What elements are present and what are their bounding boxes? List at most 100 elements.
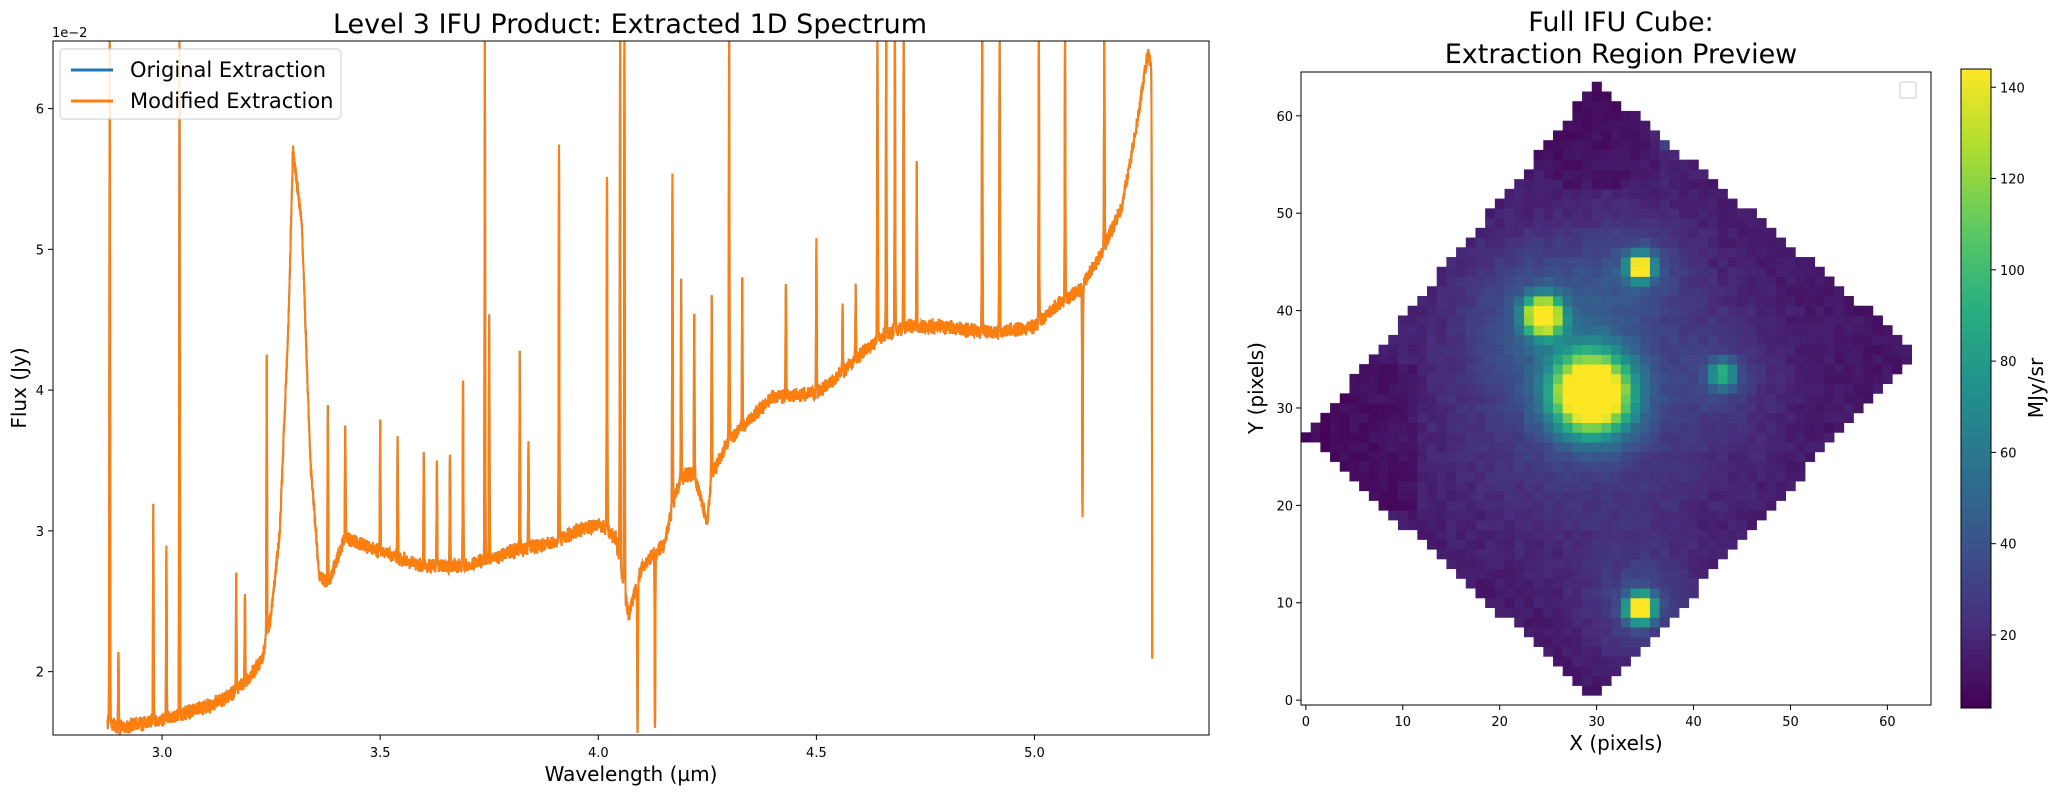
ifu-pixel	[1543, 519, 1554, 531]
ifu-pixel	[1582, 295, 1593, 307]
ifu-pixel	[1417, 315, 1428, 326]
ifu-pixel	[1446, 471, 1457, 482]
ifu-pixel	[1834, 403, 1845, 414]
ifu-pixel	[1553, 568, 1564, 579]
ifu-pixel	[1591, 237, 1602, 248]
ifu-pixel	[1805, 393, 1816, 404]
ifu-pixel	[1805, 295, 1816, 307]
ifu-pixel	[1533, 198, 1544, 209]
ifu-pixel	[1824, 305, 1835, 316]
ifu-pixel	[1436, 334, 1447, 346]
ifu-pixel	[1630, 110, 1641, 122]
ifu-pixel	[1572, 218, 1583, 229]
ifu-pixel	[1465, 364, 1476, 375]
ifu-pixel	[1465, 334, 1476, 346]
ifu-pixel	[1611, 315, 1622, 326]
ifu-pixel	[1756, 247, 1767, 258]
ifu-pixel	[1688, 179, 1699, 190]
ifu-pixel	[1514, 227, 1525, 238]
ifu-pixel	[1620, 149, 1631, 161]
ifu-pixel	[1775, 442, 1787, 453]
ifu-pixel	[1427, 481, 1438, 492]
ifu-pixel	[1611, 510, 1622, 521]
ifu-pixel	[1465, 451, 1476, 462]
ifu-pixel	[1533, 490, 1544, 501]
ifu-pixel	[1591, 266, 1602, 277]
ifu-pixel	[1601, 471, 1612, 482]
ifu-pixel	[1766, 276, 1777, 287]
ifu-pixel	[1572, 675, 1583, 686]
ifu-pixel	[1562, 403, 1573, 414]
ifu-pixel	[1775, 315, 1787, 326]
ifu-pixel	[1620, 422, 1631, 433]
ifu-pixel	[1572, 130, 1583, 141]
colorbar-label: MJy/sr	[2024, 357, 2048, 418]
ifu-pixel	[1582, 188, 1593, 199]
ifu-pixel	[1669, 354, 1680, 365]
ifu-pixel	[1504, 451, 1515, 462]
ifu-pixel	[1688, 373, 1699, 385]
image-y-tick-label: 0	[1285, 694, 1293, 709]
ifu-pixel	[1582, 247, 1593, 258]
ifu-pixel	[1669, 461, 1680, 472]
ifu-pixel	[1775, 325, 1787, 336]
ifu-pixel	[1688, 257, 1699, 268]
ifu-pixel	[1523, 500, 1535, 511]
ifu-pixel	[1475, 325, 1486, 336]
ifu-pixel	[1601, 257, 1612, 268]
ifu-pixel	[1485, 490, 1496, 501]
ifu-pixel	[1591, 617, 1602, 628]
ifu-pixel	[1766, 247, 1777, 258]
ifu-pixel	[1601, 149, 1612, 161]
ifu-pixel	[1494, 266, 1505, 277]
ifu-pixel	[1572, 364, 1583, 375]
ifu-pixel	[1582, 344, 1593, 355]
ifu-pixel	[1601, 198, 1612, 209]
ifu-pixel	[1397, 364, 1409, 375]
ifu-pixel	[1582, 140, 1593, 151]
ifu-pixel	[1620, 315, 1631, 326]
ifu-pixel	[1785, 393, 1796, 404]
ifu-pixel	[1504, 529, 1515, 540]
ifu-pixel	[1543, 412, 1554, 423]
ifu-pixel	[1543, 140, 1554, 151]
image-y-tick-label: 40	[1276, 305, 1293, 320]
ifu-pixel	[1630, 500, 1641, 511]
ifu-pixel	[1572, 208, 1583, 219]
ifu-pixel	[1465, 295, 1476, 307]
ifu-pixel	[1601, 500, 1612, 511]
ifu-pixel	[1494, 500, 1505, 511]
ifu-pixel	[1872, 373, 1883, 385]
ifu-pixel	[1446, 373, 1457, 385]
ifu-pixel	[1814, 344, 1825, 355]
ifu-pixel	[1514, 383, 1525, 394]
ifu-pixel	[1737, 383, 1748, 394]
ifu-pixel	[1698, 510, 1709, 521]
ifu-pixel	[1649, 432, 1661, 443]
ifu-pixel	[1562, 344, 1573, 355]
ifu-pixel	[1417, 471, 1428, 482]
ifu-pixel	[1611, 373, 1622, 385]
ifu-pixel	[1417, 305, 1428, 316]
ifu-pixel	[1436, 354, 1447, 365]
ifu-pixel	[1620, 627, 1631, 638]
ifu-pixel	[1649, 179, 1661, 190]
ifu-pixel	[1533, 179, 1544, 190]
ifu-pixel	[1824, 422, 1835, 433]
ifu-pixel	[1669, 276, 1680, 287]
ifu-pixel	[1640, 588, 1651, 599]
ifu-pixel	[1397, 432, 1409, 443]
ifu-pixel	[1388, 354, 1399, 365]
ifu-pixel	[1533, 344, 1544, 355]
ifu-pixel	[1533, 305, 1544, 316]
ifu-pixel	[1378, 461, 1389, 472]
ifu-pixel	[1339, 403, 1350, 414]
ifu-pixel	[1640, 519, 1651, 531]
ifu-pixel	[1620, 130, 1631, 141]
ifu-pixel	[1601, 364, 1612, 375]
ifu-pixel	[1620, 519, 1631, 531]
ifu-pixel	[1717, 364, 1728, 375]
ifu-pixel	[1504, 568, 1515, 579]
ifu-pixel	[1620, 636, 1631, 647]
